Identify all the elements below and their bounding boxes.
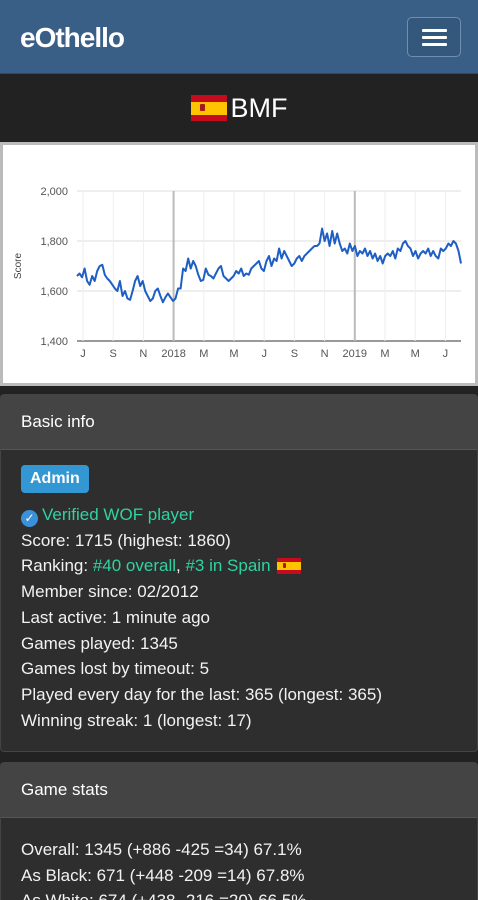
x-tick-label: M	[380, 348, 389, 360]
y-tick-label: 1,400	[40, 336, 68, 348]
verified-text[interactable]: Verified WOF player	[42, 505, 195, 524]
stats-as-white: As White: 674 (+438 -216 =20) 66.5%	[21, 888, 457, 900]
ranking-overall-link[interactable]: #40 overall	[92, 556, 176, 576]
winning-streak: Winning streak: 1 (longest: 17)	[21, 710, 252, 730]
brand-logo[interactable]: eOthello	[20, 22, 125, 53]
member-since: Member since: 02/2012	[21, 582, 199, 602]
verified-check-icon: ✓	[21, 510, 38, 527]
x-tick-label: J	[261, 348, 267, 360]
rating-chart: 1,400 1,600 1,800 2,000 J S N 2018 M M J S N 2019 M M J S…	[0, 142, 478, 386]
score-line-series	[76, 227, 462, 304]
x-tick-label: J	[443, 348, 449, 360]
x-tick-label: M	[411, 348, 420, 360]
basic-info-panel: Basic info Admin ✓ Verified WOF player Sc…	[0, 394, 478, 752]
score-line: Score: 1715 (highest: 1860)	[21, 530, 231, 550]
stats-as-black: As Black: 671 (+448 -209 =14) 67.8%	[21, 865, 305, 885]
games-played: Games played: 1345	[21, 633, 178, 653]
admin-badge: Admin	[21, 465, 89, 493]
rating-chart-svg: 1,400 1,600 1,800 2,000 J S N 2018 M M J S N 2019 M M J S…	[13, 186, 462, 360]
x-tick-label: 2019	[343, 348, 367, 360]
ranking-line: Ranking: #40 overall, #3 in Spain	[21, 553, 457, 579]
y-tick-label: 1,600	[40, 286, 68, 298]
y-axis-label: Score	[13, 253, 24, 280]
x-tick-label: N	[139, 348, 147, 360]
spain-flag-small-icon	[276, 558, 301, 575]
x-tick-label: S	[291, 348, 298, 360]
ranking-country-link[interactable]: #3 in Spain	[185, 556, 271, 576]
x-tick-label: M	[229, 348, 238, 360]
y-tick-label: 2,000	[40, 186, 68, 198]
game-stats-title: Game stats	[1, 763, 477, 818]
spain-flag-icon	[190, 95, 227, 121]
hamburger-menu-icon[interactable]	[407, 17, 461, 57]
game-stats-panel: Game stats Overall: 1345 (+886 -425 =34)…	[0, 762, 478, 900]
x-tick-label: S	[110, 348, 117, 360]
verified-line: ✓ Verified WOF player	[21, 502, 457, 528]
basic-info-title: Basic info	[1, 395, 477, 450]
x-tick-label: N	[321, 348, 329, 360]
player-header: BMF	[0, 74, 478, 142]
x-tick-label: M	[199, 348, 208, 360]
x-tick-label: 2018	[161, 348, 185, 360]
stats-overall: Overall: 1345 (+886 -425 =34) 67.1%	[21, 840, 302, 859]
player-name: BMF	[230, 92, 288, 123]
navbar: eOthello	[0, 0, 478, 74]
ranking-separator: ,	[176, 556, 186, 576]
x-tick-label: J	[80, 348, 86, 360]
ranking-prefix: Ranking:	[21, 556, 93, 576]
played-every-day: Played every day for the last: 365 (long…	[21, 684, 382, 704]
last-active: Last active: 1 minute ago	[21, 607, 211, 627]
y-tick-label: 1,800	[40, 236, 68, 248]
games-lost-timeout: Games lost by timeout: 5	[21, 659, 210, 679]
